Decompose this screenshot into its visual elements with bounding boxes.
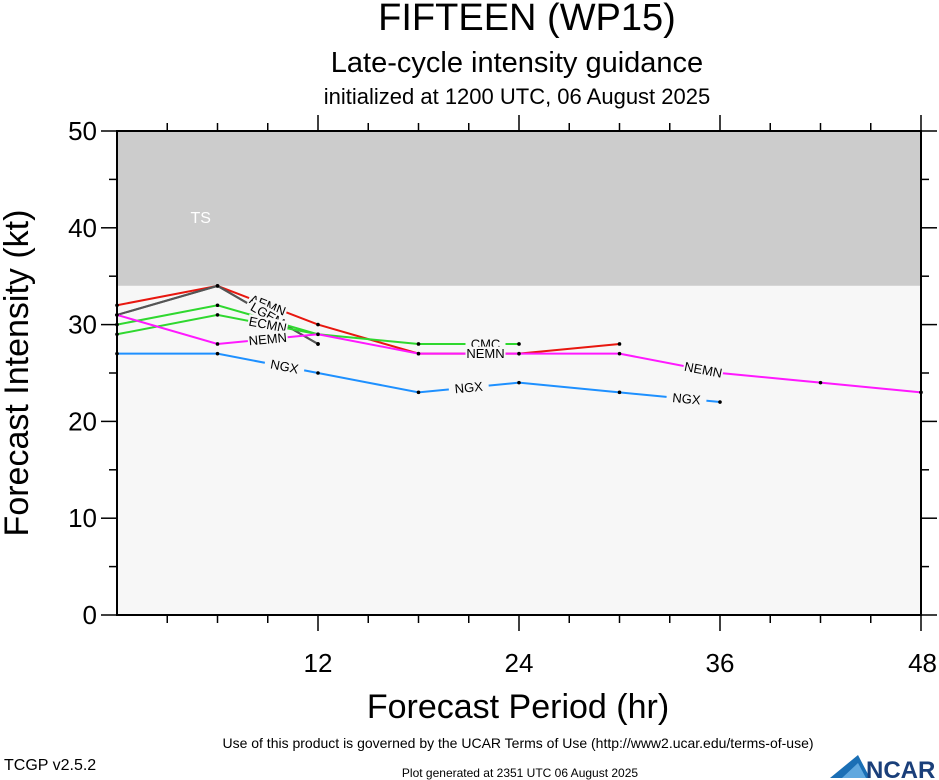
series-label-bg-ngx [448, 378, 490, 397]
data-point-nemn [617, 351, 622, 356]
data-point-nemn [818, 380, 823, 385]
chart-subtitle: Late-cycle intensity guidance [331, 47, 703, 79]
series-label-nemn: NEMN [248, 330, 288, 349]
chart-title: FIFTEEN (WP15) [378, 0, 676, 39]
data-point-ngx [517, 380, 521, 385]
version-label: TCGP v2.5.2 [4, 757, 96, 774]
y-tick-label: 30 [68, 310, 97, 340]
data-point-aemn [617, 342, 622, 346]
data-point-nemn [517, 351, 521, 356]
data-point-nemn [416, 351, 421, 356]
data-point-nemn [215, 342, 220, 346]
series-label-bg-nemn [465, 346, 506, 361]
series-label-bg-ngx [665, 389, 708, 408]
ncar-logo-text: NCAR [866, 757, 935, 780]
band-label-ts: TS [191, 210, 211, 227]
terms-of-use: Use of this product is governed by the U… [222, 735, 813, 751]
data-point-ngx [617, 390, 622, 395]
data-point-cmc [416, 342, 421, 346]
y-tick-label: 0 [83, 600, 97, 630]
y-tick-label: 20 [68, 406, 97, 436]
intensity-bands: TS [117, 131, 921, 615]
data-point-ngx [215, 351, 220, 356]
data-point-dshp [316, 342, 320, 346]
data-point-ecmn [215, 313, 220, 317]
series-label-ngx: NGX [269, 357, 300, 377]
data-point-aemn [316, 322, 320, 327]
y-tick-label: 10 [68, 503, 97, 533]
series-label-bg-aemn [246, 291, 289, 319]
x-axis-label: Forecast Period (hr) [367, 688, 669, 726]
generated-timestamp: Plot generated at 2351 UTC 06 August 202… [402, 766, 638, 780]
series-label-bg-nemn [247, 330, 289, 349]
series-label-bg-nemn [682, 359, 725, 381]
data-point-ngx [316, 371, 320, 375]
series-label-nemn: NEMN [683, 359, 723, 381]
band-below-ts [117, 285, 921, 615]
data-point-cmc [517, 342, 521, 346]
series-label-nemn: NEMN [466, 346, 504, 361]
x-tick-label: 48 [908, 648, 937, 678]
axes: 0 10 20 30 40 50 12 24 36 48 [68, 115, 937, 678]
band-ts [117, 131, 921, 286]
data-point-ngx [718, 400, 722, 404]
data-point-dshp [215, 284, 220, 288]
x-tick-label: 12 [304, 648, 333, 678]
y-tick-label: 40 [68, 213, 97, 243]
x-tick-label: 36 [706, 648, 735, 678]
series-label-ngx: NGX [454, 379, 484, 397]
data-point-cmc [215, 303, 220, 308]
y-tick-label: 50 [68, 116, 97, 146]
y-axis-label: Forecast Intensity (kt) [0, 210, 36, 537]
series-label-ecmn: ECMN [248, 314, 288, 336]
ncar-logo: NCAR [830, 755, 935, 780]
chart-init-time: initialized at 1200 UTC, 06 August 2025 [324, 84, 710, 109]
series-label-bg-ecmn [246, 313, 289, 336]
x-tick-label: 24 [505, 648, 534, 678]
data-point-nemn [316, 332, 320, 337]
series-label-ngx: NGX [672, 390, 702, 408]
data-point-ngx [416, 390, 421, 395]
series-group [115, 284, 923, 404]
series-label-bg-ngx [263, 355, 306, 378]
